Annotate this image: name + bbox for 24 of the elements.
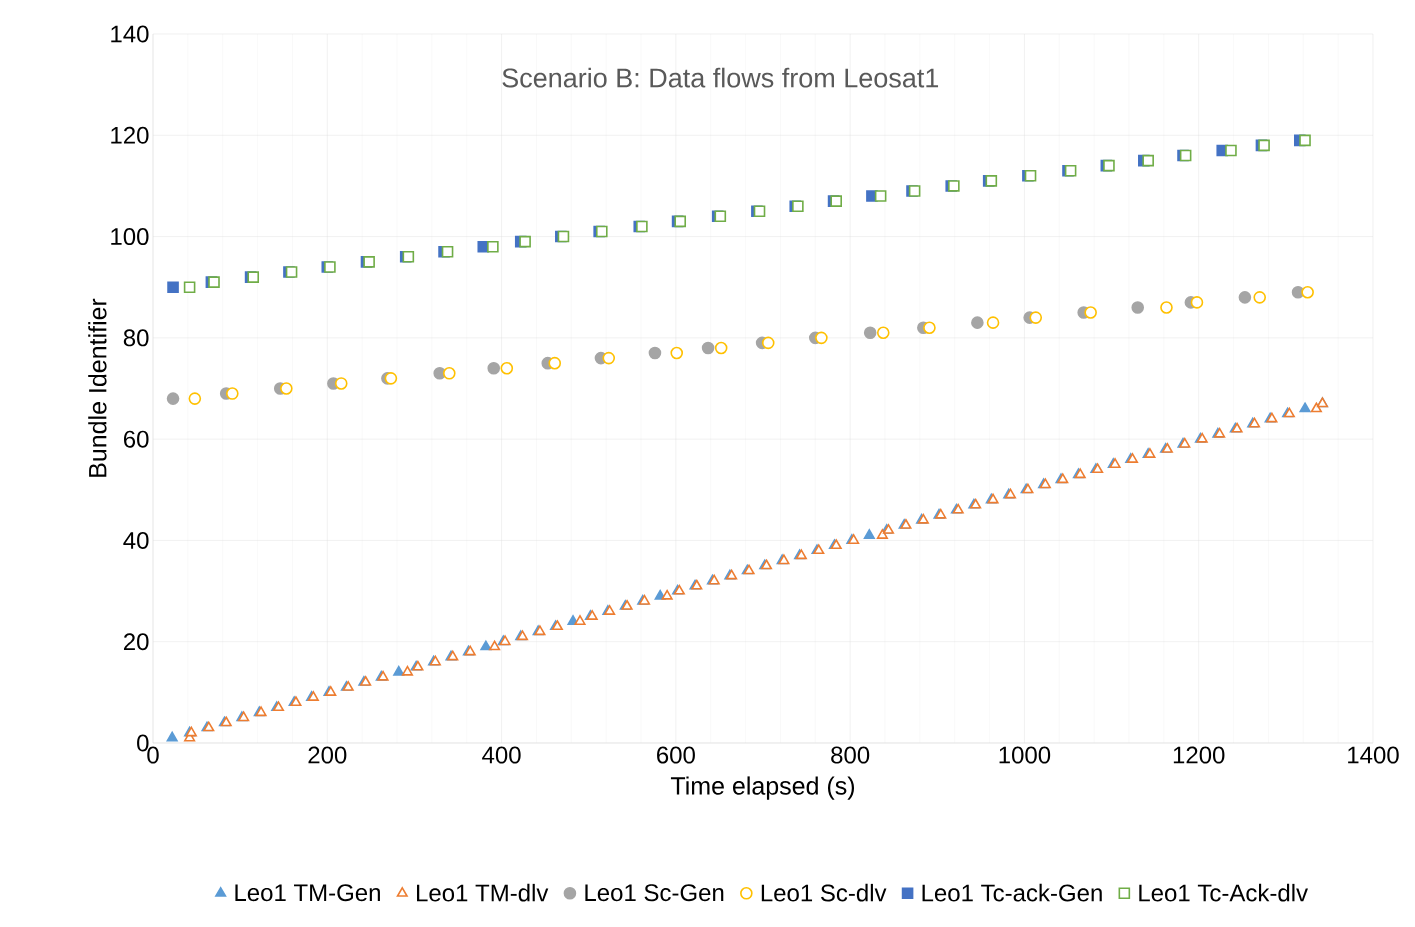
x-tick-label: 400 [482, 746, 521, 764]
y-tick-label: 40 [123, 531, 149, 549]
y-tick-label: 120 [111, 126, 149, 144]
y-axis-title: Bundle Identifier [88, 298, 107, 477]
x-tick-label: 200 [308, 746, 347, 764]
y-tick-label: 20 [123, 633, 149, 651]
legend-label: Leo1 TM-Gen [235, 884, 380, 902]
x-tick-label: 1400 [1348, 746, 1399, 764]
legend-label: Leo1 TM-dlv [417, 883, 549, 902]
x-tick-label: 1200 [1173, 746, 1225, 764]
x-tick-label: 800 [831, 746, 870, 764]
x-tick-label: 1000 [999, 746, 1051, 764]
y-tick-label: 0 [137, 734, 149, 752]
text: Scenario B: Data flows from Leosat1 [502, 67, 939, 88]
legend-label: Leo1 Sc-Gen [585, 884, 724, 902]
legend-label: Leo1 Tc-ack-Gen [922, 883, 1102, 902]
y-tick-label: 100 [111, 228, 149, 246]
y-tick-label: 60 [124, 430, 149, 448]
legend-label: Leo1 Sc-dlv [761, 883, 887, 902]
y-tick-label: 80 [123, 329, 149, 347]
y-tick-label: 140 [111, 25, 149, 43]
x-axis-title: Time elapsed (s) [670, 776, 855, 800]
x-tick-label: 600 [657, 746, 695, 764]
legend-label: Leo1 Tc-Ack-dlv [1139, 883, 1308, 902]
